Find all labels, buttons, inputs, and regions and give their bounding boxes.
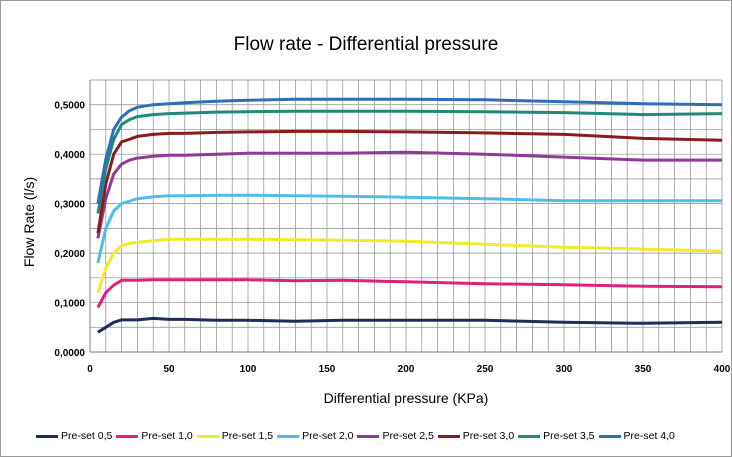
tick-labels: 0 50 100 150 200 250 300 350 400 0,0000 0,1000 0,20… [54,101,730,375]
legend-swatch [196,434,219,438]
legend-item: Pre-set 2,0 [277,430,353,442]
legend-label: Pre-set 1,0 [141,430,193,442]
x-tick-label: 200 [398,364,415,375]
y-axis-label: Flow Rate (l/s) [21,177,37,267]
legend-label: Pre-set 4,0 [623,430,675,442]
y-tick-label: 0,3000 [54,200,85,211]
legend-item: Pre-set 1,0 [116,430,193,442]
x-tick-label: 400 [714,364,731,375]
legend-label: Pre-set 2,0 [302,430,354,442]
legend-swatch [598,434,621,438]
legend-item: Pre-set 3,0 [437,430,515,442]
series-line [96,193,722,264]
x-tick-label: 300 [556,364,573,375]
series-line [96,129,723,234]
x-tick-label: 250 [477,364,494,375]
grid-lines [89,79,723,352]
x-tick-label: 50 [163,364,175,375]
axes [89,80,722,353]
legend-item: Pre-set 1,5 [196,430,274,442]
x-tick-label: 350 [635,364,652,375]
legend-item: Pre-set 2,5 [357,430,434,442]
x-tick-label: 0 [87,364,93,375]
legend-swatch [116,434,139,438]
series-line [96,237,723,294]
y-tick-label: 0,2000 [54,249,85,260]
x-axis-label: Differential pressure (KPa) [324,390,489,406]
series-line [97,316,723,334]
legend-swatch [357,434,380,438]
x-tick-label: 100 [240,364,257,375]
series-lines [96,97,723,334]
legend-label: Pre-set 2,5 [382,430,434,442]
legend-label: Pre-set 3,5 [543,430,595,442]
x-tick-label: 150 [319,364,336,375]
legend-swatch [36,434,58,438]
legend-swatch [437,434,460,438]
legend-label: Pre-set 1,5 [221,430,274,442]
legend: Pre-set 0,5 Pre-set 1,0 Pre-set 1,5 Pre-set… [36,430,679,442]
legend-item: Pre-set 3,5 [518,430,595,442]
legend-label: Pre-set 3,0 [462,430,515,442]
legend-swatch [518,434,541,438]
legend-swatch [277,434,300,438]
y-tick-label: 0,4000 [54,150,85,161]
series-line [96,150,722,239]
y-tick-label: 0,5000 [54,101,85,112]
chart-title: Flow rate - Differential pressure [233,34,499,55]
legend-item: Pre-set 0,5 [36,430,112,442]
legend-label: Pre-set 0,5 [61,430,113,442]
series-line [96,278,723,309]
y-tick-label: 0,1000 [54,299,85,310]
y-tick-label: 0,0000 [54,348,85,359]
series-line [96,97,723,204]
legend-item: Pre-set 4,0 [598,430,675,442]
series-line [96,109,723,214]
